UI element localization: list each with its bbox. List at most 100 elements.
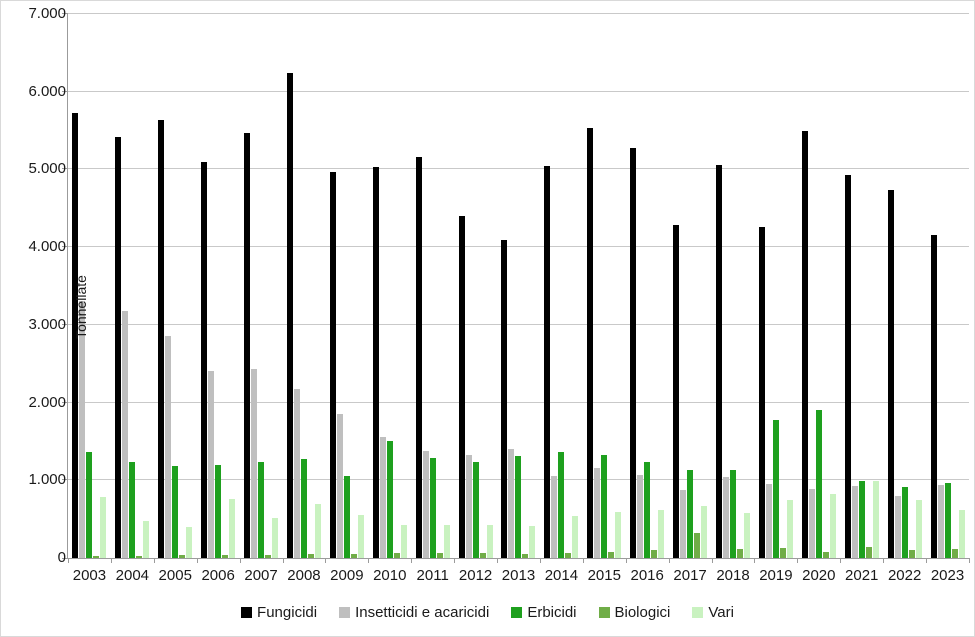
bar-group-2018	[712, 14, 755, 558]
legend-label: Erbicidi	[527, 604, 577, 621]
bar-biologici-2020	[822, 552, 829, 558]
bar-group-2005	[154, 14, 197, 558]
x-axis-line	[67, 558, 969, 559]
bar-biologici-2016	[651, 550, 658, 558]
x-axis-label-2006: 2006	[201, 567, 235, 584]
legend-swatch-vari	[692, 607, 704, 618]
x-axis-label-2019: 2019	[759, 567, 793, 584]
bar-insetticidi-e-acaricidi-2008	[293, 389, 300, 558]
bar-erbicidi-2015	[601, 455, 608, 558]
bar-fungicidi-2011	[415, 157, 422, 558]
bar-vari-2016	[658, 510, 665, 558]
bar-vari-2003	[100, 497, 107, 558]
bar-erbicidi-2022	[901, 487, 908, 558]
x-axis-label-2016: 2016	[630, 567, 664, 584]
bar-erbicidi-2014	[558, 452, 565, 558]
bar-fungicidi-2006	[201, 162, 208, 558]
bar-biologici-2006	[222, 555, 229, 558]
x-axis-label-2011: 2011	[416, 567, 449, 584]
y-tick-mark	[62, 558, 68, 559]
bar-insetticidi-e-acaricidi-2011	[422, 451, 429, 558]
bar-erbicidi-2004	[129, 462, 136, 558]
bar-insetticidi-e-acaricidi-2009	[336, 414, 343, 558]
x-axis-label-2013: 2013	[501, 567, 536, 584]
gridline-6.000	[68, 90, 969, 92]
bar-group-2013	[497, 14, 540, 558]
bar-erbicidi-2017	[687, 470, 694, 558]
x-axis-label-2018: 2018	[716, 567, 750, 584]
y-tick-mark	[62, 479, 68, 481]
x-tick-mark	[197, 558, 198, 563]
bar-erbicidi-2003	[86, 452, 93, 558]
bar-vari-2023	[958, 510, 965, 558]
x-axis-label-2022: 2022	[887, 567, 922, 584]
bar-fungicidi-2009	[329, 172, 336, 558]
bar-fungicidi-2012	[458, 216, 465, 558]
bar-biologici-2022	[908, 550, 915, 558]
bar-fungicidi-2005	[158, 120, 165, 558]
bar-insetticidi-e-acaricidi-2003	[79, 301, 86, 558]
x-tick-mark	[926, 558, 927, 563]
bar-erbicidi-2012	[472, 462, 479, 558]
bar-insetticidi-e-acaricidi-2006	[208, 371, 215, 558]
bar-group-2017	[669, 14, 712, 558]
bar-vari-2020	[829, 494, 836, 558]
bar-biologici-2005	[179, 555, 186, 558]
gridline-3.000	[68, 323, 969, 325]
bar-fungicidi-2004	[115, 137, 122, 558]
bar-insetticidi-e-acaricidi-2016	[637, 475, 644, 558]
gridline-4.000	[68, 246, 969, 248]
legend-label: Vari	[708, 604, 734, 621]
bar-erbicidi-2005	[172, 466, 179, 558]
x-axis-label-2014: 2014	[544, 567, 579, 584]
bar-group-2023	[926, 14, 969, 558]
y-tick-label: 2.000	[28, 393, 66, 411]
bar-erbicidi-2006	[215, 465, 222, 558]
x-axis-label-2021: 2021	[845, 567, 879, 584]
bar-insetticidi-e-acaricidi-2021	[851, 486, 858, 558]
bar-fungicidi-2010	[372, 167, 379, 558]
bar-erbicidi-2018	[730, 470, 736, 558]
bar-vari-2022	[915, 500, 922, 558]
x-axis-label-2007: 2007	[244, 567, 278, 584]
bar-vari-2005	[186, 527, 193, 558]
bar-fungicidi-2016	[630, 148, 637, 558]
bar-biologici-2014	[565, 553, 572, 558]
x-axis-label-2003: 2003	[72, 567, 107, 584]
bar-insetticidi-e-acaricidi-2005	[165, 336, 172, 558]
bar-biologici-2013	[522, 554, 529, 558]
bar-erbicidi-2009	[343, 476, 350, 558]
bar-fungicidi-2007	[244, 133, 251, 558]
bar-fungicidi-2022	[887, 190, 894, 558]
bar-erbicidi-2021	[858, 481, 865, 558]
y-tick-mark	[62, 90, 68, 92]
x-tick-mark	[797, 558, 798, 563]
x-axis-label-2012: 2012	[458, 567, 493, 584]
legend-swatch-fungicidi	[241, 607, 253, 618]
bar-fungicidi-2018	[716, 165, 722, 558]
gridline-7.000	[68, 13, 969, 14]
bar-group-2014	[540, 14, 583, 558]
legend-item-vari: Vari	[692, 604, 734, 621]
y-tick-label: 5.000	[28, 160, 66, 178]
bar-group-2022	[883, 14, 926, 558]
legend-label: Insetticidi e acaricidi	[355, 604, 490, 621]
y-axis-line	[67, 14, 68, 558]
x-tick-mark	[840, 558, 841, 563]
legend-swatch-erbicidi	[511, 607, 523, 618]
bar-insetticidi-e-acaricidi-2010	[379, 437, 386, 558]
x-axis-label-2004: 2004	[115, 567, 150, 584]
bar-insetticidi-e-acaricidi-2018	[723, 477, 729, 558]
bar-fungicidi-2021	[844, 175, 851, 558]
bar-insetticidi-e-acaricidi-2017	[680, 490, 687, 558]
bar-vari-2008	[314, 504, 321, 558]
x-axis-label-2017: 2017	[673, 567, 707, 584]
bar-insetticidi-e-acaricidi-2022	[894, 496, 901, 558]
bar-biologici-2017	[694, 533, 701, 558]
bar-fungicidi-2013	[501, 240, 508, 558]
bar-insetticidi-e-acaricidi-2015	[594, 468, 601, 558]
bar-vari-2014	[572, 516, 579, 558]
y-tick-label: 0	[57, 549, 66, 566]
bar-erbicidi-2008	[300, 459, 307, 558]
